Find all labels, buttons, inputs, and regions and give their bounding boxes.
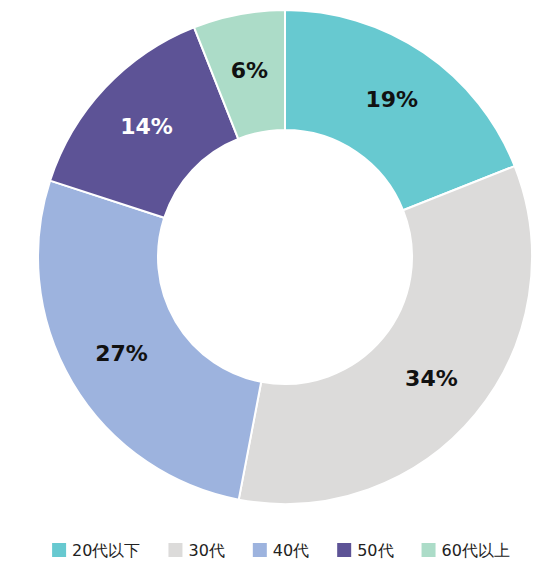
svg-text:30代: 30代 xyxy=(188,541,224,560)
svg-text:27%: 27% xyxy=(95,341,148,366)
svg-text:14%: 14% xyxy=(120,114,173,139)
svg-text:6%: 6% xyxy=(231,58,268,83)
svg-text:50代: 50代 xyxy=(357,541,393,560)
svg-text:60代以上: 60代以上 xyxy=(442,541,510,560)
svg-text:40代: 40代 xyxy=(273,541,309,560)
svg-text:20代以下: 20代以下 xyxy=(72,541,140,560)
svg-text:19%: 19% xyxy=(365,87,418,112)
svg-text:34%: 34% xyxy=(405,366,458,391)
